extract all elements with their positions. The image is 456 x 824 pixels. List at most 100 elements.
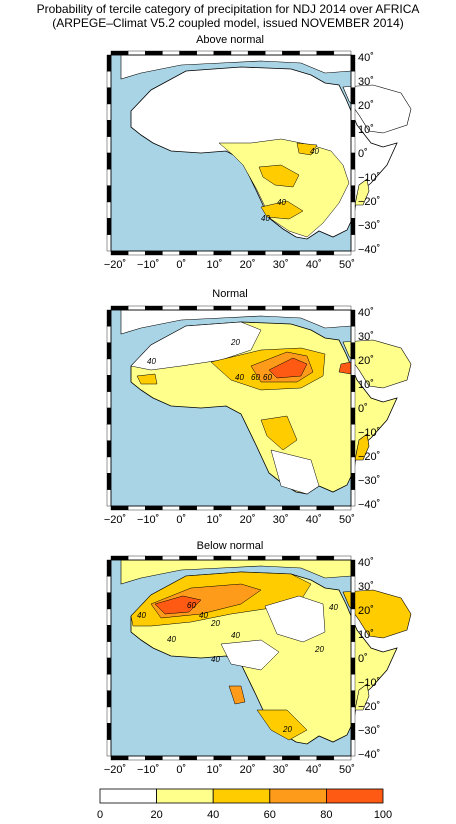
map-border-segment (106, 152, 112, 170)
x-tick-label: 40˚ (306, 259, 322, 271)
y-tick-label: 20˚ (358, 100, 374, 112)
x-tick-label: 10˚ (206, 259, 222, 271)
y-tick-label: −20˚ (358, 701, 380, 713)
contour-label: 60 (187, 601, 196, 610)
contour-label: 40 (261, 214, 270, 223)
map-border-segment (247, 250, 266, 256)
y-tick-label: 30˚ (358, 331, 374, 343)
map-border-segment (106, 169, 112, 186)
x-tick-label: 30˚ (273, 764, 289, 776)
map-border-segment (145, 250, 163, 256)
map-border-segment (110, 50, 129, 56)
map-border-segment (333, 250, 352, 256)
panel-title-normal: Normal (212, 288, 248, 300)
map-border-segment (106, 424, 112, 441)
map-border-segment (350, 739, 356, 757)
contour-40 (296, 142, 318, 156)
map-border-segment (350, 690, 356, 708)
map-border-segment (145, 505, 163, 511)
map-frame (110, 559, 352, 757)
map-border-segment (350, 136, 356, 154)
map-border-segment (110, 305, 129, 311)
y-tick-label: −40˚ (358, 749, 380, 761)
y-tick-label: 20˚ (358, 355, 374, 367)
map-border-segment (162, 755, 180, 761)
map-border-segment (106, 608, 112, 626)
contour-label: 40 (137, 611, 146, 620)
map-border-segment (350, 592, 356, 610)
colorbar-tick-label: 100 (374, 809, 392, 821)
map-border-segment (316, 50, 335, 56)
map-border-segment (299, 50, 317, 56)
contour-20 (220, 639, 280, 671)
x-tick-label: −10˚ (137, 259, 159, 271)
map-border-segment (265, 305, 283, 311)
x-tick-label: 20˚ (240, 259, 256, 271)
map-border-segment (106, 103, 112, 121)
map-border-segment (106, 489, 112, 507)
colorbar-tick-label: 80 (320, 809, 332, 821)
map-border-segment (106, 234, 112, 252)
x-tick-label: 40˚ (306, 514, 322, 526)
x-tick-label: 0˚ (176, 259, 186, 271)
map-border-segment (350, 152, 356, 170)
map-border-segment (350, 440, 356, 458)
map-border-segment (350, 326, 356, 343)
contour-label: 60 (263, 373, 272, 382)
contour-80 (338, 361, 352, 375)
map-border-segment (247, 755, 266, 761)
x-tick-label: −10˚ (137, 764, 159, 776)
map-border-segment (350, 120, 356, 137)
map-border-segment (350, 576, 356, 593)
map-border-segment (196, 305, 215, 311)
colorbar-swatch (99, 788, 157, 804)
map-border-segment (110, 755, 129, 761)
y-tick-label: 30˚ (358, 581, 374, 593)
map-border-segment (230, 755, 249, 761)
map-border-segment (299, 250, 317, 256)
contour-label: 40 (310, 147, 319, 156)
x-tick-label: 30˚ (273, 514, 289, 526)
map-border-segment (196, 755, 215, 761)
map-border-segment (127, 755, 146, 761)
map-border-segment (106, 201, 112, 219)
map-border-segment (350, 657, 356, 675)
y-tick-label: 40˚ (358, 52, 374, 64)
contour-60 (228, 685, 246, 705)
map-border-segment (106, 559, 112, 577)
map-border-segment (299, 755, 317, 761)
map-border-segment (145, 755, 163, 761)
map-border-segment (350, 723, 356, 740)
y-tick-label: 40˚ (358, 307, 374, 319)
map-border-segment (127, 250, 146, 256)
map-border-segment (350, 54, 356, 72)
map-border-segment (265, 555, 283, 561)
map-border-segment (265, 50, 283, 56)
map-border-segment (106, 657, 112, 675)
map-border-segment (106, 136, 112, 154)
map-border-segment (350, 218, 356, 235)
map-border-segment (106, 625, 112, 642)
map-border-segment (316, 505, 335, 511)
map-border-segment (106, 326, 112, 343)
map-border-segment (106, 375, 112, 392)
map-border-segment (350, 641, 356, 659)
map-border-segment (106, 641, 112, 659)
map-border-segment (247, 555, 266, 561)
map-border-segment (350, 456, 356, 474)
colorbar-swatch (325, 788, 384, 804)
map-border-segment (106, 456, 112, 474)
map-border-segment (299, 305, 317, 311)
map-border-segment (106, 706, 112, 724)
y-tick-label: −30˚ (358, 725, 380, 737)
map-border-segment (127, 50, 146, 56)
map-border-segment (106, 576, 112, 593)
contour-20 (264, 595, 326, 643)
map-border-segment (350, 559, 356, 577)
y-tick-label: 20˚ (358, 605, 374, 617)
contour-40 (260, 415, 298, 451)
contour-label: 40 (231, 631, 240, 640)
map-border-segment (350, 342, 356, 360)
map-border-segment (106, 674, 112, 691)
